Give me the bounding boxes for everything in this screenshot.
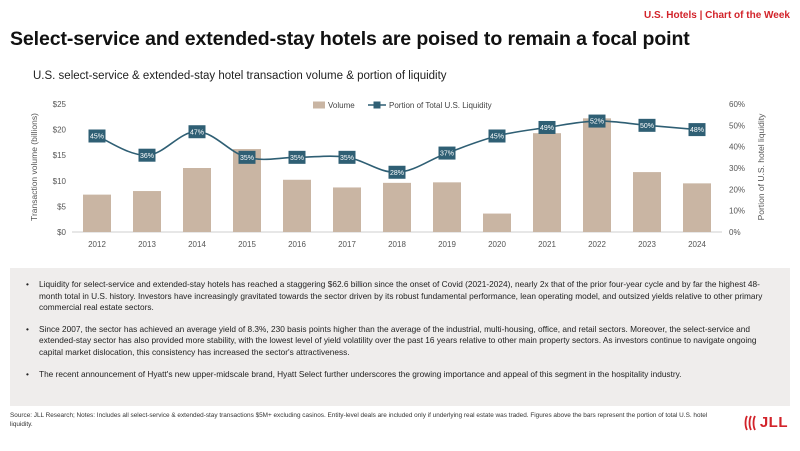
x-tick-label: 2020 (488, 240, 506, 249)
y-axis-left: $0 $5 $10 $15 $20 $25 (53, 100, 67, 237)
y-tick-label: $5 (57, 202, 66, 211)
liquidity-marker-2024 (688, 123, 706, 137)
x-tick-label: 2012 (88, 240, 106, 249)
liquidity-label: 36% (140, 153, 154, 160)
bar-2014 (183, 168, 211, 232)
liquidity-marker-2015 (238, 150, 256, 164)
y-tick-label: $25 (53, 100, 67, 109)
bar-2018 (383, 182, 411, 232)
bullet-glyph: • (26, 368, 29, 379)
legend-line-marker (373, 101, 381, 109)
report-tagline: U.S. Hotels | Chart of the Week (644, 10, 790, 21)
y-tick-label: $15 (53, 151, 67, 160)
liquidity-marker-2022 (588, 114, 606, 128)
logo-text: JLL (759, 414, 788, 431)
x-tick-label: 2013 (138, 240, 156, 249)
bar-2012 (83, 194, 111, 232)
commentary-panel: • Liquidity for select-service and extend… (10, 268, 790, 406)
liquidity-marker-2018 (388, 165, 406, 179)
liquidity-marker-2017 (338, 150, 356, 164)
y-axis-title: Transaction volume (billions) (29, 113, 39, 221)
liquidity-label: 49% (540, 125, 554, 132)
bullet-glyph: • (26, 323, 29, 334)
bar-2024 (683, 183, 711, 232)
liquidity-marker-2012 (88, 129, 106, 143)
y2-tick-label: 50% (729, 121, 745, 130)
y2-tick-label: 40% (729, 143, 745, 152)
liquidity-label: 45% (490, 134, 504, 141)
note-text: The recent announcement of Hyatt's new u… (39, 368, 682, 379)
chart-title: U.S. select-service & extended-stay hote… (33, 70, 447, 82)
y2-tick-label: 0% (729, 228, 741, 237)
legend-volume-swatch (313, 101, 325, 109)
x-tick-label: 2021 (538, 240, 556, 249)
note-text: Liquidity for select-service and extende… (39, 279, 763, 313)
x-tick-label: 2014 (188, 240, 206, 249)
x-tick-label: 2023 (638, 240, 656, 249)
y-tick-label: $10 (53, 177, 67, 186)
y2-axis-title: Portion of U.S. hotel liquidity (756, 113, 766, 221)
page-title: Select-service and extended-stay hotels … (10, 28, 690, 50)
x-tick-label: 2015 (238, 240, 256, 249)
jll-logo-icon (744, 415, 756, 430)
liquidity-label: 37% (440, 151, 454, 158)
y2-tick-label: 60% (729, 100, 745, 109)
bar-2020 (483, 213, 511, 232)
legend-line-label: Portion of Total U.S. Liquidity (389, 101, 492, 110)
bar-2017 (333, 187, 361, 232)
source-note: Source: JLL Research; Notes: Includes al… (10, 412, 708, 428)
liquidity-label: 35% (290, 155, 304, 162)
y2-tick-label: 20% (729, 185, 745, 194)
jll-logo: JLL (744, 414, 788, 431)
x-tick-label: 2018 (388, 240, 406, 249)
liquidity-markers: 45% 36% 47% 35% 35% 35% 28% 37% 45% 49% 52% 50% 48% (88, 114, 706, 179)
legend-volume-label: Volume (328, 101, 355, 110)
liquidity-label: 50% (640, 123, 654, 130)
y2-tick-label: 10% (729, 207, 745, 216)
note-item: • Liquidity for select-service and extend… (26, 279, 776, 314)
liquidity-label: 52% (590, 119, 604, 126)
liquidity-label: 48% (690, 127, 704, 134)
y-tick-label: $20 (53, 126, 67, 135)
liquidity-marker-2020 (488, 129, 506, 143)
x-tick-label: 2019 (438, 240, 456, 249)
note-text: Since 2007, the sector has achieved an a… (39, 323, 757, 357)
liquidity-marker-2013 (138, 148, 156, 162)
liquidity-label: 35% (240, 155, 254, 162)
bullet-glyph: • (26, 279, 29, 289)
liquidity-label: 28% (390, 170, 404, 177)
combo-chart: $0 $5 $10 $15 $20 $25 0% 10% 20% 30% 40% 50% 60% 45… (29, 100, 766, 249)
liquidity-label: 47% (190, 129, 204, 136)
bar-2021 (533, 133, 561, 232)
liquidity-label: 35% (340, 155, 354, 162)
bar-2013 (133, 191, 161, 232)
x-tick-label: 2022 (588, 240, 606, 249)
x-tick-label: 2017 (338, 240, 356, 249)
bar-2022 (583, 118, 611, 232)
liquidity-marker-2016 (288, 150, 306, 164)
liquidity-marker-2021 (538, 120, 556, 134)
y-tick-label: $0 (57, 228, 66, 237)
x-tick-label: 2016 (288, 240, 306, 249)
liquidity-marker-2023 (638, 118, 656, 132)
y-axis-right: 0% 10% 20% 30% 40% 50% 60% (729, 100, 745, 237)
bar-2023 (633, 172, 661, 232)
x-tick-label: 2024 (688, 240, 706, 249)
liquidity-marker-2019 (438, 146, 456, 160)
liquidity-marker-2014 (188, 125, 206, 139)
liquidity-label: 45% (90, 134, 104, 141)
y2-tick-label: 30% (729, 164, 745, 173)
bar-2019 (433, 182, 461, 232)
note-item: • Since 2007, the sector has achieved an … (26, 324, 776, 359)
bar-2016 (283, 179, 311, 232)
legend: Volume Portion of Total U.S. Liquidity (313, 101, 492, 110)
x-axis-labels: 2012 2013 2014 2015 2016 2017 2018 2019 2020 2021… (88, 240, 706, 249)
note-item: • The recent announcement of Hyatt's new … (26, 369, 776, 381)
